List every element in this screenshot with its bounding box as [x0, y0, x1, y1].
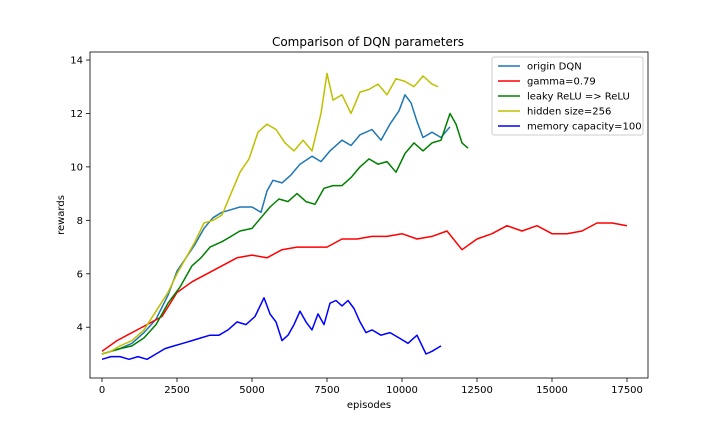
legend-label: origin DQN	[527, 62, 582, 73]
series-line-4	[101, 297, 442, 361]
y-axis-label: rewards	[56, 195, 67, 235]
y-tick-label: 6	[77, 269, 83, 280]
series-layer	[101, 72, 628, 361]
y-tick-label: 4	[77, 323, 83, 334]
legend-label: memory capacity=100	[527, 122, 642, 133]
x-tick-label: 10000	[386, 385, 418, 396]
x-tick-label: 17500	[611, 385, 643, 396]
x-tick-label: 0	[99, 385, 105, 396]
x-tick-label: 5000	[239, 385, 264, 396]
legend-label: gamma=0.79	[527, 77, 596, 88]
y-axis: 4 6 8 10 12 14	[70, 56, 90, 334]
legend-box	[491, 56, 644, 136]
legend-label: hidden size=256	[527, 107, 611, 118]
x-tick-label: 12500	[461, 385, 493, 396]
x-tick-label: 7500	[314, 385, 339, 396]
legend: origin DQN gamma=0.79 leaky ReLU => ReLU hi…	[491, 56, 644, 136]
chart-title: Comparison of DQN parameters	[272, 35, 464, 49]
y-tick-label: 8	[77, 216, 83, 227]
x-tick-label: 15000	[536, 385, 568, 396]
x-axis-label: episodes	[347, 400, 391, 411]
y-tick-label: 12	[70, 109, 83, 120]
y-tick-label: 14	[70, 56, 83, 67]
x-tick-label: 2500	[164, 385, 189, 396]
axes-frame	[89, 51, 649, 379]
y-tick-label: 10	[70, 162, 83, 173]
legend-label: leaky ReLU => ReLU	[527, 92, 630, 103]
series-line-1	[101, 222, 628, 352]
series-line-3	[101, 72, 439, 355]
series-line-2	[101, 112, 469, 355]
x-axis: 0 2500 5000 7500 10000 12500 15000 17500	[99, 378, 643, 396]
